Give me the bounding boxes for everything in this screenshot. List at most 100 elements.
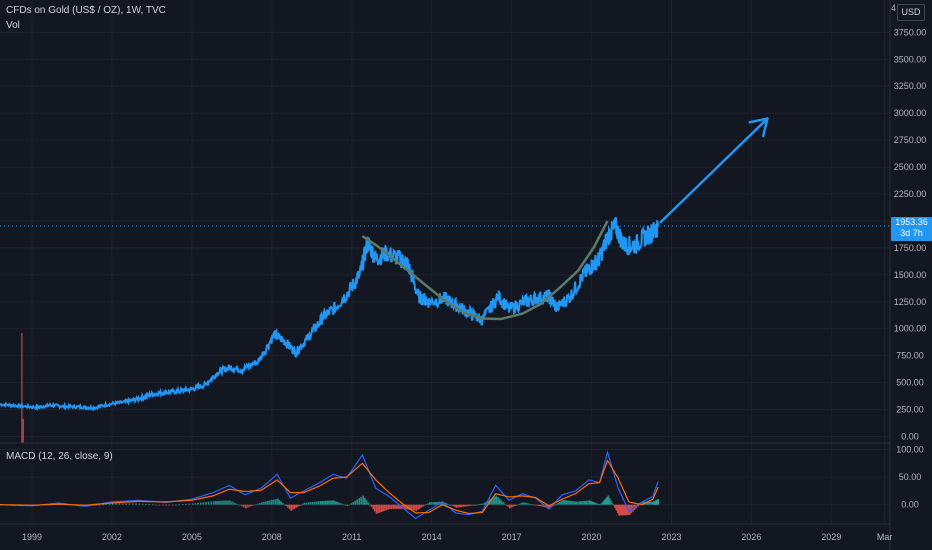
histogram-bar (582, 501, 584, 505)
histogram-bar (503, 503, 506, 505)
histogram-bar (321, 500, 324, 505)
histogram-bar (409, 504, 411, 510)
histogram-bar (585, 500, 588, 505)
histogram-bar (178, 504, 181, 506)
histogram-bar (280, 501, 283, 505)
histogram-bar (257, 503, 259, 505)
histogram-bar (498, 498, 501, 505)
time-tick-label: 2020 (582, 532, 602, 542)
histogram-bar (420, 504, 423, 508)
histogram-bar (389, 504, 391, 509)
forecast-arrow (659, 117, 769, 224)
price-tick-label: 3250.00 (894, 81, 927, 91)
price-axis[interactable]: 3750.00 3500.00 3250.00 3000.00 2750.00 2500.… (894, 27, 927, 441)
histogram-bar (302, 503, 304, 505)
histogram-bar (165, 504, 167, 506)
time-tick-label: 2023 (661, 532, 681, 542)
histogram-bar (572, 501, 574, 505)
histogram-bar (245, 504, 247, 509)
histogram-bar (336, 501, 339, 505)
histogram-bar (269, 500, 271, 505)
histogram-bar (427, 503, 429, 505)
histogram-bar (199, 502, 202, 505)
histogram-bar (448, 504, 451, 506)
histogram-bar (372, 504, 374, 510)
histogram-bar (374, 504, 376, 512)
histogram-bar (434, 502, 436, 505)
histogram-bar (520, 503, 523, 505)
histogram-bar (462, 504, 464, 507)
time-axis[interactable]: 1999 2002 2005 2008 2011 2014 2017 2020 2023 2026… (22, 532, 892, 542)
histogram-bar (313, 501, 316, 505)
histogram-bar (263, 501, 265, 505)
macd-axis[interactable]: 100.00 50.00 0.00 (896, 445, 924, 510)
price-tick-label: 750.00 (896, 351, 924, 361)
histogram-bar (600, 503, 603, 505)
histogram-bar (384, 504, 386, 511)
histogram-bar (628, 504, 631, 516)
symbol-title[interactable]: CFDs on Gold (US$ / OZ), 1W, TVC (6, 5, 166, 16)
time-tick-label: 2017 (502, 532, 522, 542)
histogram-bar (495, 495, 498, 505)
histogram-bar (513, 504, 516, 507)
histogram-bar (360, 496, 362, 505)
histogram-bar (223, 500, 225, 505)
time-tick-label: 2029 (821, 532, 841, 542)
histogram-bar (493, 496, 496, 505)
histogram-bar (497, 497, 499, 505)
histogram-bar (583, 500, 586, 505)
histogram-bar (128, 503, 131, 505)
histogram-bar (105, 504, 107, 505)
histogram-bar (339, 503, 342, 505)
bar-countdown: 3d 7h (900, 228, 923, 238)
histogram-bar (540, 504, 543, 507)
histogram-bar (356, 499, 358, 505)
histogram-bar (607, 495, 610, 505)
histogram-bar (328, 500, 330, 505)
histogram-bar (380, 504, 383, 512)
volume-bar (22, 418, 24, 443)
histogram-bar (517, 504, 519, 506)
histogram-bar (599, 504, 602, 506)
histogram-bar (502, 501, 504, 505)
histogram-bar (188, 503, 191, 505)
histogram-bar (626, 504, 628, 516)
histogram-bar (553, 504, 556, 506)
histogram-bar (547, 504, 549, 508)
histogram-bar (394, 504, 396, 509)
histogram-bar (399, 504, 401, 509)
forecast-arrow-head (761, 117, 769, 138)
histogram-bar (323, 500, 325, 505)
macd-label[interactable]: MACD (12, 26, close, 9) (6, 451, 113, 462)
histogram-bar (194, 503, 197, 505)
histogram-bar (390, 504, 393, 509)
histogram-bar (253, 504, 255, 506)
currency-button[interactable]: USD (897, 4, 925, 21)
histogram-bar (207, 501, 210, 505)
last-price-tag: 1953.36 3d 7h (891, 217, 932, 241)
price-tick-label: 500.00 (896, 378, 924, 388)
histogram-bar (565, 500, 568, 505)
histogram-bar (596, 503, 599, 505)
histogram-bar (605, 497, 608, 505)
histogram-bar (377, 504, 379, 514)
histogram-bar (452, 504, 454, 507)
histogram-bar (346, 504, 349, 506)
histogram-bar (533, 504, 536, 506)
histogram-bar (278, 500, 281, 505)
histogram-bar (545, 504, 548, 508)
histogram-bar (648, 501, 651, 505)
histogram-bar (141, 503, 144, 505)
histogram-bar (171, 504, 174, 506)
histogram-bar (618, 504, 620, 516)
histogram-bar (334, 501, 337, 505)
histogram-bar (300, 504, 303, 506)
histogram-bar (482, 503, 484, 505)
histogram-bar (307, 502, 310, 505)
histogram-bar (285, 504, 288, 507)
histogram-bar (364, 497, 366, 505)
histogram-bar (338, 502, 340, 505)
histogram-bar (487, 500, 489, 505)
histogram-bar (215, 500, 217, 505)
